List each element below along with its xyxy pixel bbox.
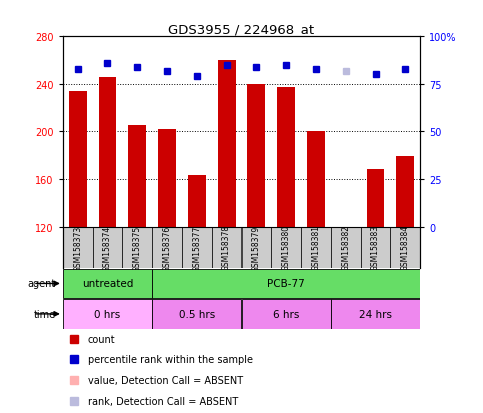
Text: untreated: untreated — [82, 279, 133, 289]
Bar — [331, 299, 420, 329]
Text: agent: agent — [28, 279, 56, 289]
Bar — [63, 227, 93, 268]
Text: GSM158381: GSM158381 — [312, 225, 320, 271]
Bar — [63, 299, 152, 329]
Bar — [331, 227, 361, 268]
Bar — [367, 170, 384, 227]
Bar — [361, 227, 390, 268]
Text: GSM158378: GSM158378 — [222, 225, 231, 271]
Bar — [188, 176, 206, 227]
Text: rank, Detection Call = ABSENT: rank, Detection Call = ABSENT — [88, 396, 238, 406]
Bar — [218, 61, 236, 227]
Text: GSM158379: GSM158379 — [252, 225, 261, 271]
Bar — [242, 227, 271, 268]
Text: GSM158375: GSM158375 — [133, 225, 142, 271]
Bar — [69, 92, 86, 227]
Text: GSM158377: GSM158377 — [192, 225, 201, 271]
Text: time: time — [34, 309, 56, 319]
Text: PCB-77: PCB-77 — [267, 279, 305, 289]
Bar — [152, 299, 242, 329]
Bar — [152, 227, 182, 268]
Text: GSM158374: GSM158374 — [103, 225, 112, 271]
Bar — [128, 126, 146, 227]
Text: value, Detection Call = ABSENT: value, Detection Call = ABSENT — [88, 375, 243, 385]
Text: count: count — [88, 334, 115, 344]
Text: 6 hrs: 6 hrs — [273, 309, 299, 319]
Bar — [307, 132, 325, 227]
Text: 24 hrs: 24 hrs — [359, 309, 392, 319]
Text: GSM158373: GSM158373 — [73, 225, 82, 271]
Text: 0.5 hrs: 0.5 hrs — [179, 309, 215, 319]
Bar — [390, 227, 420, 268]
Bar — [122, 227, 152, 268]
Bar — [212, 227, 242, 268]
Bar — [158, 130, 176, 227]
Text: GSM158380: GSM158380 — [282, 225, 291, 271]
Text: GSM158376: GSM158376 — [163, 225, 171, 271]
Bar — [63, 269, 152, 298]
Bar — [301, 227, 331, 268]
Bar — [99, 78, 116, 227]
Text: GSM158384: GSM158384 — [401, 225, 410, 271]
Bar — [397, 157, 414, 227]
Text: GDS3955 / 224968_at: GDS3955 / 224968_at — [169, 23, 314, 36]
Bar — [152, 269, 420, 298]
Bar — [271, 227, 301, 268]
Text: GSM158383: GSM158383 — [371, 225, 380, 271]
Bar — [242, 299, 331, 329]
Bar — [93, 227, 122, 268]
Bar — [182, 227, 212, 268]
Bar — [247, 85, 265, 227]
Text: 0 hrs: 0 hrs — [94, 309, 121, 319]
Text: GSM158382: GSM158382 — [341, 225, 350, 271]
Text: percentile rank within the sample: percentile rank within the sample — [88, 355, 253, 365]
Bar — [277, 88, 295, 227]
